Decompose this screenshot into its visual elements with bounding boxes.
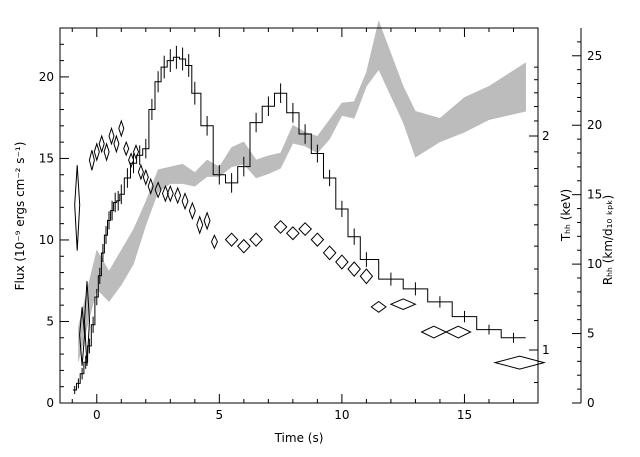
temperature-point	[389, 298, 417, 311]
temperature-point	[359, 268, 374, 285]
temperature-point	[310, 232, 325, 247]
temperature-point	[103, 142, 110, 162]
radius-tick-label: 25	[587, 49, 602, 63]
temperature-point	[174, 186, 182, 205]
left-y-tick-label: 5	[46, 314, 54, 328]
temperature-point	[203, 211, 211, 231]
left-y-tick-label: 15	[39, 151, 54, 165]
temperature-point	[128, 152, 135, 169]
temperature-point	[181, 192, 189, 211]
x-tick-label: 0	[93, 408, 101, 422]
left-y-tick-label: 10	[39, 233, 54, 247]
radius-band	[78, 20, 526, 362]
temperature-point	[298, 222, 313, 237]
temperature-point	[132, 144, 140, 160]
temperature-point	[493, 355, 547, 370]
radius-tick-label: 0	[587, 396, 595, 410]
x-tick-label: 15	[457, 408, 472, 422]
temperature-axis-title: Tₕₕ (keV)	[559, 189, 573, 242]
temperature-point	[137, 163, 144, 181]
radius-tick-label: 15	[587, 188, 602, 202]
temperature-point	[273, 219, 288, 234]
temperature-point	[108, 126, 115, 146]
x-tick-label: 10	[334, 408, 349, 422]
temperature-point	[88, 150, 95, 171]
temperature-point	[123, 140, 130, 157]
temperature-point	[237, 238, 251, 254]
temperature-point	[347, 261, 361, 277]
temperature-point	[224, 232, 239, 247]
temperature-point	[444, 325, 472, 339]
left-y-tick-label: 0	[46, 396, 54, 410]
temperature-point	[161, 184, 169, 203]
temperature-point	[210, 234, 218, 250]
temperature-point	[154, 181, 162, 199]
plot-frame	[59, 27, 539, 404]
temperature-point	[74, 165, 81, 251]
temperature-point	[335, 254, 349, 270]
temperature-point	[118, 119, 125, 138]
temperature-tick-label: 2	[542, 129, 550, 143]
temperature-point	[370, 300, 387, 313]
temperature-point	[286, 226, 300, 241]
radius-band-layer	[78, 20, 526, 362]
radius-tick-label: 10	[587, 257, 602, 271]
left-y-tick-label: 20	[39, 70, 54, 84]
temperature-point	[420, 325, 448, 339]
temperature-point	[142, 168, 149, 186]
temperature-point	[79, 306, 86, 366]
temperature-tick-label: 1	[542, 343, 550, 357]
radius-tick-label: 20	[587, 118, 602, 132]
temperature-point	[188, 201, 196, 221]
temperature-point	[196, 215, 204, 235]
temperature-point	[83, 281, 91, 366]
temperature-point	[322, 245, 337, 261]
x-axis-title: Time (s)	[274, 431, 324, 445]
temperature-point	[166, 184, 174, 203]
radius-tick-label: 5	[587, 327, 595, 341]
flux-histogram-layer	[72, 45, 526, 394]
temperature-point	[113, 134, 120, 154]
temperature-point	[98, 134, 105, 154]
x-tick-label: 5	[216, 408, 224, 422]
radius-axis-title: Rₕₕ (km/d₁₀ ₖₚₖ)	[601, 195, 615, 285]
temperature-point	[249, 232, 263, 247]
left-y-axis-title: Flux (10⁻⁹ ergs cm⁻² s⁻¹)	[13, 142, 27, 291]
temperature-point	[93, 142, 100, 162]
temperature-diamond-layer	[74, 119, 547, 370]
temperature-point	[147, 177, 154, 196]
